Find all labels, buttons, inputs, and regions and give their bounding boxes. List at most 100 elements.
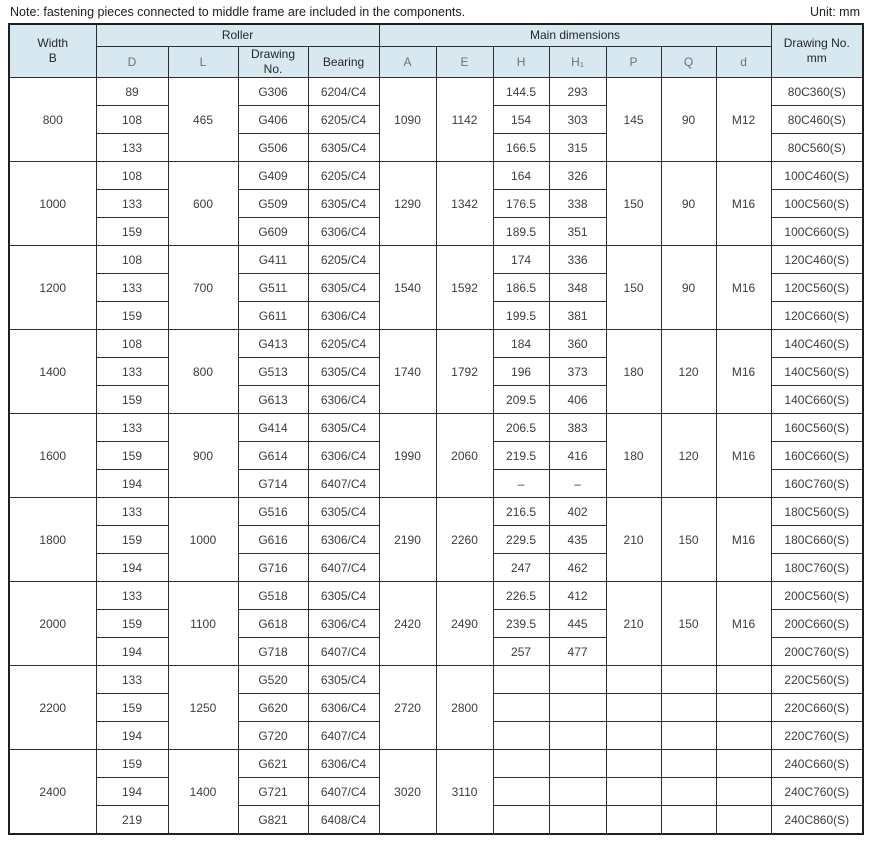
cell-roller-drawing-no: G414	[237, 413, 309, 442]
cell-roller-d: 159	[95, 609, 169, 638]
cell-roller-bearing: 6408/C4	[307, 805, 380, 835]
cell-roller-d: 108	[95, 161, 169, 190]
cell-roller-d: 159	[95, 749, 169, 778]
cell-dim-h: 196	[492, 357, 550, 386]
cell-dim-d-thread	[715, 721, 772, 750]
cell-roller-drawing-no: G413	[237, 329, 309, 358]
cell-dim-a: 2720	[378, 665, 437, 750]
cell-roller-d: 133	[95, 133, 169, 162]
cell-dim-d-thread: M12	[715, 77, 772, 162]
cell-roller-bearing: 6407/C4	[307, 553, 380, 582]
cell-dim-h: –	[492, 469, 550, 498]
cell-dim-a: 3020	[378, 749, 437, 835]
cell-dim-h: 174	[492, 245, 550, 274]
table-row: 194 G714 6407/C4 – – 160C760(S)	[9, 469, 864, 498]
cell-dim-d-thread: M16	[715, 329, 772, 414]
cell-roller-d: 108	[95, 245, 169, 274]
cell-dim-h1: 402	[548, 497, 607, 526]
table-row: 159 G611 6306/C4 199.5 381 120C660(S)	[9, 301, 864, 330]
top-bar: Note: fastening pieces connected to midd…	[8, 3, 862, 23]
cell-drawing-no-mm: 120C560(S)	[770, 273, 864, 302]
cell-dim-e: 1142	[435, 77, 494, 162]
cell-drawing-no-mm: 100C560(S)	[770, 189, 864, 218]
cell-roller-drawing-no: G516	[237, 497, 309, 526]
header-sub-d: D	[95, 46, 169, 78]
table-row: 800 89 465 G306 6204/C4 1090 1142 144.5 293 145 90…	[8, 77, 864, 162]
cell-dim-h: 219.5	[492, 441, 550, 470]
cell-roller-bearing: 6305/C4	[307, 273, 380, 302]
cell-dim-h: 144.5	[492, 77, 550, 106]
cell-dim-h1	[548, 805, 607, 835]
cell-dim-e: 2800	[435, 665, 494, 750]
cell-roller-d: 159	[95, 385, 169, 414]
cell-roller-bearing: 6306/C4	[307, 441, 380, 470]
cell-roller-d: 159	[95, 301, 169, 330]
note-text: Note: fastening pieces connected to midd…	[10, 5, 466, 19]
cell-dim-h	[492, 777, 550, 806]
cell-roller-l: 465	[167, 77, 239, 162]
cell-roller-drawing-no: G509	[237, 189, 309, 218]
cell-dim-q	[660, 721, 717, 750]
cell-roller-drawing-no: G409	[237, 161, 309, 190]
cell-dim-h: 184	[492, 329, 550, 358]
cell-dim-h: 257	[492, 637, 550, 666]
cell-roller-drawing-no: G613	[237, 385, 309, 414]
header-sub-h: H	[492, 46, 550, 78]
cell-roller-drawing-no: G614	[237, 441, 309, 470]
cell-drawing-no-mm: 120C660(S)	[770, 301, 864, 330]
cell-dim-h: 216.5	[492, 497, 550, 526]
cell-dim-d-thread	[715, 805, 772, 835]
cell-roller-bearing: 6205/C4	[307, 329, 380, 358]
cell-dim-e: 2490	[435, 581, 494, 666]
header-sub-l: L	[167, 46, 239, 78]
table-row: 1200 108 700 G411 6205/C4 1540 1592 174 336 150 90…	[8, 245, 864, 330]
cell-drawing-no-mm: 100C660(S)	[770, 217, 864, 246]
cell-roller-drawing-no: G506	[237, 133, 309, 162]
cell-roller-drawing-no: G611	[237, 301, 309, 330]
cell-dim-p	[605, 721, 662, 750]
cell-width-b: 1200	[8, 245, 97, 330]
cell-dim-h1: 351	[548, 217, 607, 246]
cell-width-b: 1400	[8, 329, 97, 414]
cell-dim-h1: 381	[548, 301, 607, 330]
cell-dim-h1	[548, 749, 607, 778]
cell-roller-bearing: 6305/C4	[307, 581, 380, 610]
cell-roller-drawing-no: G609	[237, 217, 309, 246]
cell-dim-h1	[548, 721, 607, 750]
cell-roller-bearing: 6306/C4	[307, 749, 380, 778]
table-row: 108 G406 6205/C4 154 303 80C460(S)	[9, 105, 864, 134]
unit-label: Unit: mm	[810, 5, 860, 19]
table-row: 133 G506 6305/C4 166.5 315 80C560(S)	[9, 133, 864, 162]
cell-dim-p	[605, 749, 662, 778]
cell-dim-h1: –	[548, 469, 607, 498]
table-row: 159 G609 6306/C4 189.5 351 100C660(S)	[9, 217, 864, 246]
cell-roller-drawing-no: G720	[237, 721, 309, 750]
cell-roller-d: 159	[95, 525, 169, 554]
cell-drawing-no-mm: 80C560(S)	[770, 133, 864, 162]
cell-dim-a: 1740	[378, 329, 437, 414]
cell-drawing-no-mm: 200C660(S)	[770, 609, 864, 638]
cell-drawing-no-mm: 220C660(S)	[770, 693, 864, 722]
cell-roller-drawing-no: G518	[237, 581, 309, 610]
cell-dim-h: 166.5	[492, 133, 550, 162]
header-sub-bearing: Bearing	[307, 46, 380, 78]
cell-dim-h1: 373	[548, 357, 607, 386]
cell-roller-l: 1100	[167, 581, 239, 666]
header-sub-drawing-no: Drawing No.	[237, 46, 309, 78]
cell-roller-drawing-no: G821	[237, 805, 309, 835]
cell-roller-d: 159	[95, 217, 169, 246]
table-row: 133 G511 6305/C4 186.5 348 120C560(S)	[9, 273, 864, 302]
cell-dim-p: 180	[605, 329, 662, 414]
cell-drawing-no-mm: 140C560(S)	[770, 357, 864, 386]
cell-roller-d: 194	[95, 553, 169, 582]
cell-dim-h1: 336	[548, 245, 607, 274]
cell-roller-bearing: 6306/C4	[307, 525, 380, 554]
cell-drawing-no-mm: 140C660(S)	[770, 385, 864, 414]
cell-dim-h1: 416	[548, 441, 607, 470]
cell-dim-h1: 293	[548, 77, 607, 106]
cell-dim-h: 186.5	[492, 273, 550, 302]
cell-drawing-no-mm: 240C860(S)	[770, 805, 864, 835]
cell-dim-q: 120	[660, 329, 717, 414]
cell-drawing-no-mm: 160C560(S)	[770, 413, 864, 442]
cell-dim-p: 180	[605, 413, 662, 498]
